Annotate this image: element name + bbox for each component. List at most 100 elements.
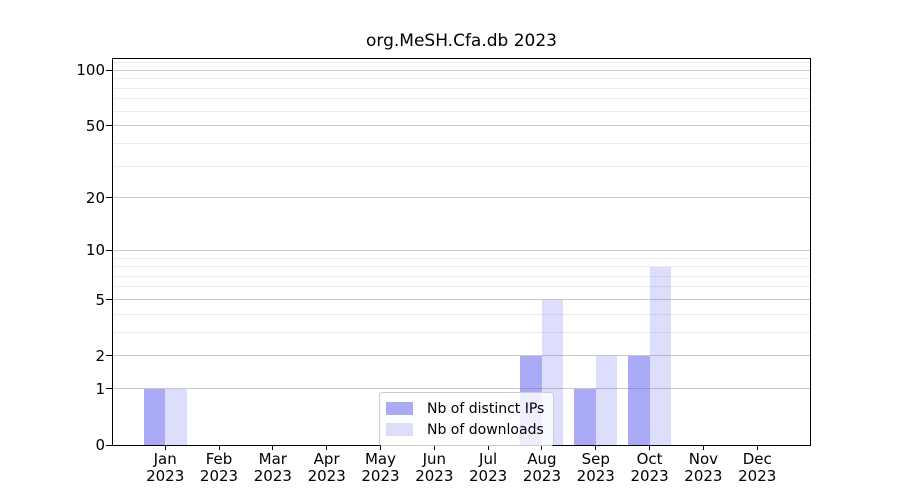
x-tick-mark xyxy=(433,445,435,450)
minor-gridline xyxy=(113,286,810,288)
y-tick-label: 10 xyxy=(85,241,105,260)
x-tick-label-may: May 2023 xyxy=(348,451,412,485)
legend-item-distinct-ips: Nb of distinct IPs xyxy=(386,398,544,419)
legend-label-downloads: Nb of downloads xyxy=(427,421,544,438)
year-label: 2023 xyxy=(738,467,777,485)
month-label: Aug xyxy=(527,450,557,468)
minor-gridline xyxy=(113,110,810,112)
month-label: Jul xyxy=(479,450,498,468)
month-label: Apr xyxy=(313,450,340,468)
x-tick-label-apr: Apr 2023 xyxy=(295,451,359,485)
x-tick-mark xyxy=(164,445,166,450)
month-label: Sep xyxy=(581,450,610,468)
bar-distinct-ips-sep xyxy=(574,388,596,445)
x-tick-label-aug: Aug 2023 xyxy=(510,451,574,485)
year-label: 2023 xyxy=(576,467,615,485)
month-label: Feb xyxy=(205,450,233,468)
year-label: 2023 xyxy=(199,467,239,485)
year-label: 2023 xyxy=(361,467,400,485)
y-tick-label: 1 xyxy=(95,379,105,398)
legend-swatch-downloads xyxy=(386,423,413,436)
major-gridline xyxy=(113,197,810,199)
year-label: 2023 xyxy=(415,467,454,485)
y-tick-mark xyxy=(106,388,112,390)
major-gridline xyxy=(113,299,810,300)
y-tick-label: 50 xyxy=(85,116,105,135)
minor-gridline xyxy=(113,87,810,89)
x-tick-label-jul: Jul 2023 xyxy=(456,451,520,485)
x-tick-label-dec: Dec 2023 xyxy=(725,451,789,485)
y-tick-label: 100 xyxy=(76,61,105,80)
bar-distinct-ips-jan xyxy=(143,388,166,445)
month-label: Jan xyxy=(153,450,177,468)
year-label: 2023 xyxy=(469,467,508,485)
major-gridline xyxy=(113,69,810,71)
minor-gridline xyxy=(113,275,810,277)
bar-downloads-jan xyxy=(165,388,187,445)
x-tick-mark xyxy=(379,445,381,450)
month-label: Mar xyxy=(258,450,287,468)
year-label: 2023 xyxy=(307,467,346,485)
y-tick-mark xyxy=(106,444,112,446)
major-gridline xyxy=(113,125,810,127)
major-gridline xyxy=(113,355,810,357)
x-tick-mark xyxy=(702,445,704,450)
minor-gridline xyxy=(113,331,810,333)
year-label: 2023 xyxy=(146,467,185,485)
x-tick-mark xyxy=(487,445,489,450)
month-label: Dec xyxy=(742,450,772,468)
y-tick-mark xyxy=(106,197,112,199)
y-tick-label: 20 xyxy=(85,188,105,207)
y-tick-label: 0 xyxy=(95,436,105,454)
x-tick-label-sep: Sep 2023 xyxy=(564,451,628,485)
year-label: 2023 xyxy=(522,467,562,485)
major-gridline xyxy=(113,388,810,390)
x-tick-label-oct: Oct 2023 xyxy=(618,451,682,485)
plot-area: Nb of distinct IPs Nb of downloads xyxy=(112,58,811,446)
minor-gridline xyxy=(113,78,810,80)
y-tick-label: 5 xyxy=(95,290,105,309)
x-tick-mark xyxy=(541,445,543,450)
month-label: Oct xyxy=(636,450,663,468)
y-tick-mark xyxy=(106,125,112,127)
x-tick-label-mar: Mar 2023 xyxy=(241,451,305,485)
x-tick-mark xyxy=(272,445,274,450)
chart-title: org.MeSH.Cfa.db 2023 xyxy=(365,31,558,51)
x-tick-label-jun: Jun 2023 xyxy=(402,451,466,485)
year-label: 2023 xyxy=(253,467,292,485)
bar-downloads-oct xyxy=(649,266,672,445)
x-tick-label-jan: Jan 2023 xyxy=(133,451,197,485)
bar-distinct-ips-oct xyxy=(628,355,650,445)
minor-gridline xyxy=(113,266,810,268)
x-tick-mark xyxy=(326,445,328,450)
legend-item-downloads: Nb of downloads xyxy=(386,419,544,440)
legend-label-distinct-ips: Nb of distinct IPs xyxy=(427,400,545,417)
legend-swatch-distinct-ips xyxy=(386,402,413,415)
minor-gridline xyxy=(113,257,810,259)
minor-gridline xyxy=(113,98,810,100)
bar-downloads-sep xyxy=(595,355,618,445)
y-tick-mark xyxy=(106,69,112,71)
y-tick-mark xyxy=(106,299,112,300)
legend: Nb of distinct IPs Nb of downloads xyxy=(379,392,555,446)
month-label: May xyxy=(364,450,396,468)
y-tick-mark xyxy=(106,249,112,251)
x-tick-mark xyxy=(218,445,220,450)
year-label: 2023 xyxy=(684,467,723,485)
x-tick-label-feb: Feb 2023 xyxy=(187,451,251,485)
x-tick-mark xyxy=(595,445,597,450)
minor-gridline xyxy=(113,313,810,315)
y-tick-label: 2 xyxy=(95,346,105,365)
minor-gridline xyxy=(113,62,810,64)
major-gridline xyxy=(113,249,810,251)
minor-gridline xyxy=(113,165,810,167)
x-tick-label-nov: Nov 2023 xyxy=(671,451,735,485)
x-tick-mark xyxy=(649,445,651,450)
minor-gridline xyxy=(113,142,810,144)
y-tick-mark xyxy=(106,355,112,357)
month-label: Jun xyxy=(422,450,447,468)
x-tick-mark xyxy=(756,445,758,450)
year-label: 2023 xyxy=(630,467,669,485)
month-label: Nov xyxy=(688,450,719,468)
